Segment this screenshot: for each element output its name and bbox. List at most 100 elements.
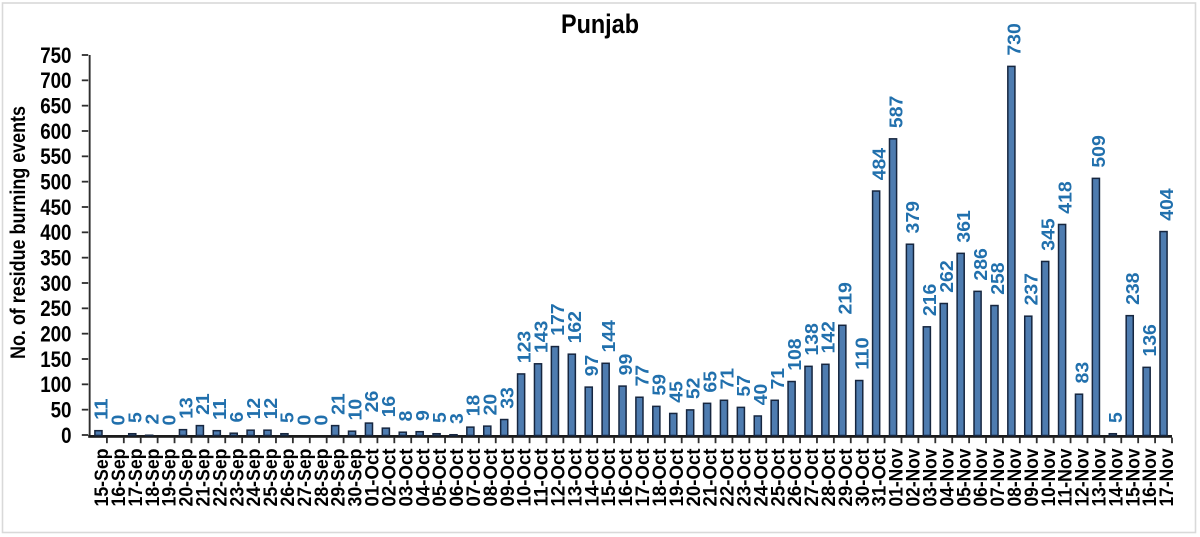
svg-text:21: 21	[328, 393, 348, 415]
svg-text:05-Oct: 05-Oct	[429, 448, 451, 506]
svg-text:162: 162	[565, 311, 585, 343]
svg-text:238: 238	[1123, 273, 1143, 305]
svg-text:650: 650	[40, 94, 71, 119]
svg-text:258: 258	[988, 262, 1008, 294]
svg-text:404: 404	[1157, 187, 1177, 220]
svg-text:83: 83	[1072, 362, 1092, 384]
svg-text:20-Sep: 20-Sep	[176, 448, 198, 506]
svg-text:23-Sep: 23-Sep	[226, 448, 248, 506]
svg-text:144: 144	[599, 319, 619, 352]
svg-text:19-Oct: 19-Oct	[666, 448, 688, 506]
svg-text:22-Sep: 22-Sep	[209, 448, 231, 506]
svg-text:12: 12	[244, 398, 264, 420]
svg-text:3: 3	[447, 413, 467, 424]
svg-text:99: 99	[616, 354, 636, 376]
svg-text:26: 26	[362, 391, 382, 413]
svg-text:2: 2	[142, 414, 162, 425]
svg-text:6: 6	[227, 412, 247, 423]
svg-text:71: 71	[717, 368, 737, 390]
svg-text:31-Oct: 31-Oct	[869, 448, 891, 506]
svg-text:13-Oct: 13-Oct	[564, 448, 586, 506]
svg-text:02-Oct: 02-Oct	[378, 448, 400, 506]
svg-text:20: 20	[481, 394, 501, 416]
svg-text:0: 0	[109, 415, 129, 426]
svg-text:50: 50	[51, 398, 72, 423]
svg-text:23-Oct: 23-Oct	[733, 448, 755, 506]
svg-text:07-Nov: 07-Nov	[987, 448, 1009, 506]
svg-text:18-Sep: 18-Sep	[142, 448, 164, 506]
svg-text:0: 0	[295, 415, 315, 426]
svg-text:21-Oct: 21-Oct	[700, 448, 722, 506]
svg-text:143: 143	[531, 321, 551, 353]
svg-text:379: 379	[903, 201, 923, 233]
svg-text:26-Sep: 26-Sep	[277, 448, 299, 506]
svg-text:237: 237	[1022, 273, 1042, 305]
svg-text:216: 216	[920, 284, 940, 316]
svg-text:418: 418	[1055, 181, 1075, 213]
svg-text:138: 138	[802, 323, 822, 355]
svg-text:219: 219	[836, 282, 856, 314]
svg-text:20-Oct: 20-Oct	[683, 448, 705, 506]
svg-text:300: 300	[40, 271, 71, 296]
svg-text:150: 150	[40, 347, 71, 372]
svg-text:25-Oct: 25-Oct	[767, 448, 789, 506]
svg-text:28-Oct: 28-Oct	[818, 448, 840, 506]
svg-text:123: 123	[514, 331, 534, 363]
svg-text:21-Sep: 21-Sep	[192, 448, 214, 506]
svg-text:15-Nov: 15-Nov	[1122, 448, 1144, 506]
svg-text:16-Nov: 16-Nov	[1139, 448, 1161, 506]
svg-text:65: 65	[700, 371, 720, 393]
svg-text:5: 5	[126, 412, 146, 423]
svg-text:0: 0	[159, 415, 179, 426]
svg-text:750: 750	[40, 43, 71, 68]
svg-text:Punjab: Punjab	[561, 9, 639, 39]
svg-text:15-Sep: 15-Sep	[91, 448, 113, 506]
svg-text:06-Oct: 06-Oct	[446, 448, 468, 506]
svg-text:21: 21	[193, 393, 213, 415]
svg-text:10: 10	[345, 399, 365, 421]
svg-text:52: 52	[683, 378, 703, 400]
svg-text:12: 12	[261, 398, 281, 420]
svg-text:11-Nov: 11-Nov	[1055, 448, 1077, 506]
svg-text:05-Nov: 05-Nov	[953, 448, 975, 506]
svg-text:110: 110	[853, 337, 873, 369]
svg-text:16-Oct: 16-Oct	[615, 448, 637, 506]
svg-text:108: 108	[785, 338, 805, 370]
svg-text:100: 100	[40, 372, 71, 397]
svg-text:0: 0	[61, 423, 71, 448]
svg-text:08-Oct: 08-Oct	[480, 448, 502, 506]
svg-text:01-Oct: 01-Oct	[362, 448, 384, 506]
svg-text:450: 450	[40, 195, 71, 220]
svg-text:8: 8	[396, 411, 416, 422]
svg-text:29-Sep: 29-Sep	[328, 448, 350, 506]
svg-text:700: 700	[40, 68, 71, 93]
svg-text:06-Nov: 06-Nov	[970, 448, 992, 506]
svg-text:04-Oct: 04-Oct	[412, 448, 434, 506]
svg-text:600: 600	[40, 119, 71, 144]
svg-text:14-Oct: 14-Oct	[581, 448, 603, 506]
svg-text:13: 13	[176, 397, 196, 419]
svg-text:17-Sep: 17-Sep	[125, 448, 147, 506]
svg-text:11-Oct: 11-Oct	[531, 448, 553, 506]
svg-text:142: 142	[819, 321, 839, 353]
svg-text:11: 11	[92, 398, 112, 420]
svg-text:345: 345	[1038, 218, 1058, 250]
svg-text:27-Sep: 27-Sep	[294, 448, 316, 506]
svg-text:01-Nov: 01-Nov	[886, 448, 908, 506]
svg-text:250: 250	[40, 296, 71, 321]
svg-text:0: 0	[312, 415, 332, 426]
svg-text:30-Oct: 30-Oct	[852, 448, 874, 506]
svg-text:5: 5	[1106, 412, 1126, 423]
svg-text:04-Nov: 04-Nov	[936, 448, 958, 506]
svg-text:14-Nov: 14-Nov	[1105, 448, 1127, 506]
svg-text:71: 71	[768, 368, 788, 390]
svg-text:18: 18	[464, 395, 484, 417]
svg-text:24-Sep: 24-Sep	[243, 448, 265, 506]
svg-text:286: 286	[971, 248, 991, 280]
svg-text:15-Oct: 15-Oct	[598, 448, 620, 506]
svg-text:45: 45	[667, 381, 687, 403]
svg-text:97: 97	[582, 355, 602, 377]
svg-text:07-Oct: 07-Oct	[463, 448, 485, 506]
svg-text:12-Oct: 12-Oct	[548, 448, 570, 506]
svg-text:28-Sep: 28-Sep	[311, 448, 333, 506]
